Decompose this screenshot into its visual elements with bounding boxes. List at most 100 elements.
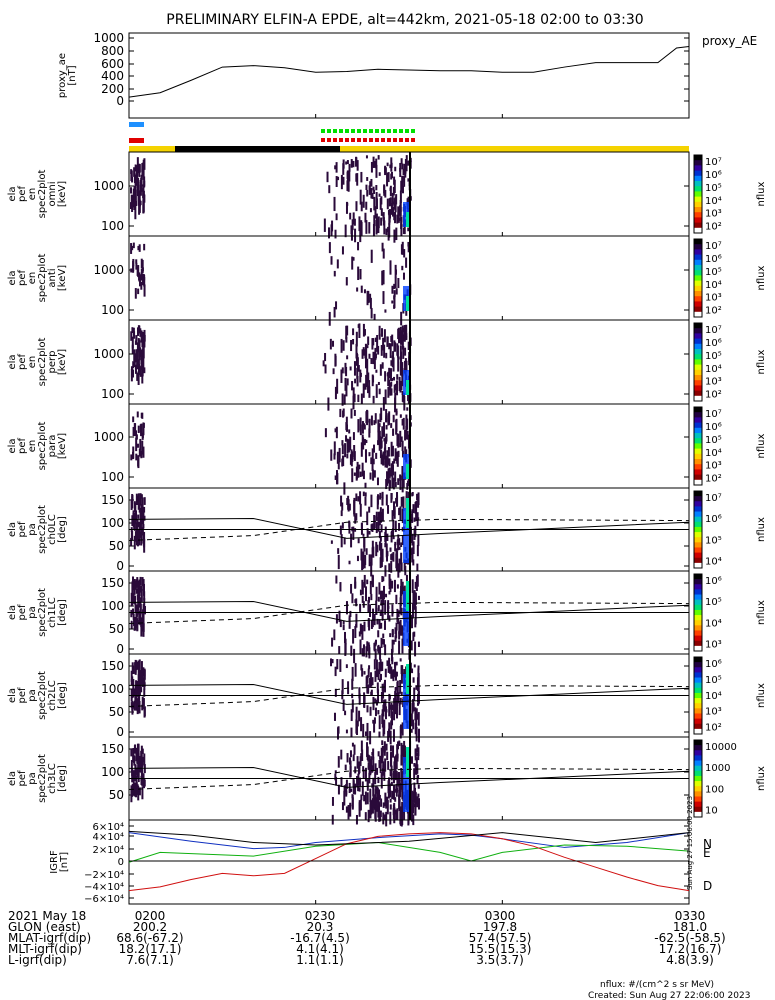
status-marker-red — [129, 138, 144, 143]
spectrogram-cell — [133, 356, 136, 368]
spectrogram-cell — [142, 609, 145, 619]
spectrogram-cell — [345, 779, 348, 789]
spectrogram-cell — [134, 619, 137, 629]
spectrogram-cell — [344, 443, 347, 458]
colorbar-segment — [694, 196, 702, 203]
spectrogram-cell — [138, 687, 141, 696]
spectrogram-cell — [390, 560, 393, 573]
spectrogram-cell — [377, 669, 380, 680]
spectrogram-cell — [414, 750, 417, 755]
spectrogram-cell — [134, 164, 137, 172]
spectrogram-cell — [365, 548, 368, 555]
spectrogram-hot-spot — [406, 581, 410, 611]
spectrogram-cell — [383, 344, 386, 358]
spectrogram-cell — [381, 749, 384, 758]
spectrogram-cell — [396, 214, 399, 224]
spectrogram-cell — [370, 756, 373, 771]
spectrogram-cell — [383, 220, 386, 235]
status-dash-red — [357, 138, 361, 142]
spectrogram-cell — [388, 777, 391, 790]
spectrogram-cell — [391, 790, 394, 800]
spectrogram — [130, 654, 420, 745]
spectrogram-cell — [137, 425, 140, 433]
status-dash-green — [381, 129, 385, 133]
spectrogram-cell — [385, 436, 388, 444]
spectrogram-cell — [351, 381, 354, 391]
spectrogram-cell — [380, 524, 383, 533]
spectrogram-cell — [342, 620, 345, 625]
spectrogram-cell — [345, 336, 348, 343]
spectrogram-cell — [142, 166, 145, 180]
spectrogram-cell — [402, 392, 405, 403]
spectrogram-cell — [382, 248, 385, 259]
spectrogram-cell — [137, 770, 140, 783]
spectrogram-cell — [380, 622, 383, 629]
spectrogram-cell — [351, 593, 354, 604]
spectrogram-cell — [141, 368, 144, 377]
spectrogram-cell — [361, 349, 364, 359]
y-tick-label: 150 — [101, 659, 124, 673]
y-axis-label: [keV] — [57, 181, 68, 207]
spectrogram-cell — [384, 532, 387, 542]
spectrogram-cell — [397, 327, 400, 340]
spectrogram-cell — [407, 474, 410, 485]
spectrogram-cell — [142, 201, 145, 213]
spectrogram-cell — [402, 168, 405, 176]
spectrogram-cell — [407, 246, 410, 253]
spectrogram-cell — [358, 216, 361, 232]
y-tick-label: 1000 — [93, 31, 124, 45]
spectrogram-cell — [394, 635, 397, 642]
spectrogram-cell — [390, 173, 393, 180]
spectrogram-cell — [394, 761, 397, 766]
colorbar-segment — [694, 775, 702, 782]
spectrogram-cell — [398, 631, 401, 640]
status-dash-red — [327, 138, 331, 142]
spectrogram-cell — [334, 770, 337, 774]
spectrogram-cell — [143, 753, 146, 766]
spectrogram-cell — [135, 588, 138, 594]
spectrogram-cell — [140, 174, 143, 187]
spectrogram-cell — [385, 743, 388, 751]
spectrogram-cell — [366, 177, 369, 181]
spectrogram-cell — [370, 358, 373, 364]
spectrogram-cell — [390, 423, 393, 428]
spectrogram-cell — [334, 666, 337, 677]
spectrogram-cell — [358, 787, 361, 792]
spectrogram-cell — [359, 269, 362, 280]
spectrogram-cell — [390, 388, 393, 396]
spectrogram-cell — [385, 811, 388, 827]
spectrogram-cell — [413, 591, 416, 599]
spectrogram-cell — [341, 522, 344, 529]
spectrogram-cell — [132, 242, 135, 249]
spectrogram-cell — [357, 324, 360, 328]
spectrogram-cell — [133, 581, 136, 595]
spectrogram-cell — [401, 334, 404, 350]
spectrogram-cell — [133, 700, 136, 711]
spectrogram-cell — [131, 518, 134, 526]
spectrogram-cell — [363, 561, 366, 569]
colorbar-segment — [694, 526, 702, 533]
plot-title: PRELIMINARY ELFIN-A EPDE, alt=442km, 202… — [166, 12, 643, 28]
y-tick-label: 1000 — [93, 430, 124, 444]
spectrogram-cell — [392, 669, 395, 682]
colorbar-segment — [694, 380, 702, 386]
colorbar-segment — [694, 562, 702, 569]
spectrogram-cell — [360, 548, 363, 561]
spectrogram-cell — [411, 511, 414, 523]
spectrogram-cell — [133, 785, 136, 793]
footer-value: 0200 — [135, 909, 166, 923]
spectrogram-cell — [405, 155, 408, 160]
spectrogram-cell — [388, 693, 391, 702]
spectrogram-cell — [387, 371, 390, 387]
spectrogram-cell — [140, 494, 143, 499]
spectrogram-cell — [132, 451, 135, 460]
spectrogram-hot-spot — [406, 296, 410, 311]
spectrogram-cell — [368, 596, 371, 603]
spectrogram-cell — [348, 429, 351, 434]
spectrogram-cell — [337, 461, 340, 470]
spectrogram-cell — [131, 786, 134, 797]
spectrogram-cell — [348, 617, 351, 622]
spectrogram-cell — [365, 220, 368, 234]
spectrogram-cell — [388, 343, 391, 350]
